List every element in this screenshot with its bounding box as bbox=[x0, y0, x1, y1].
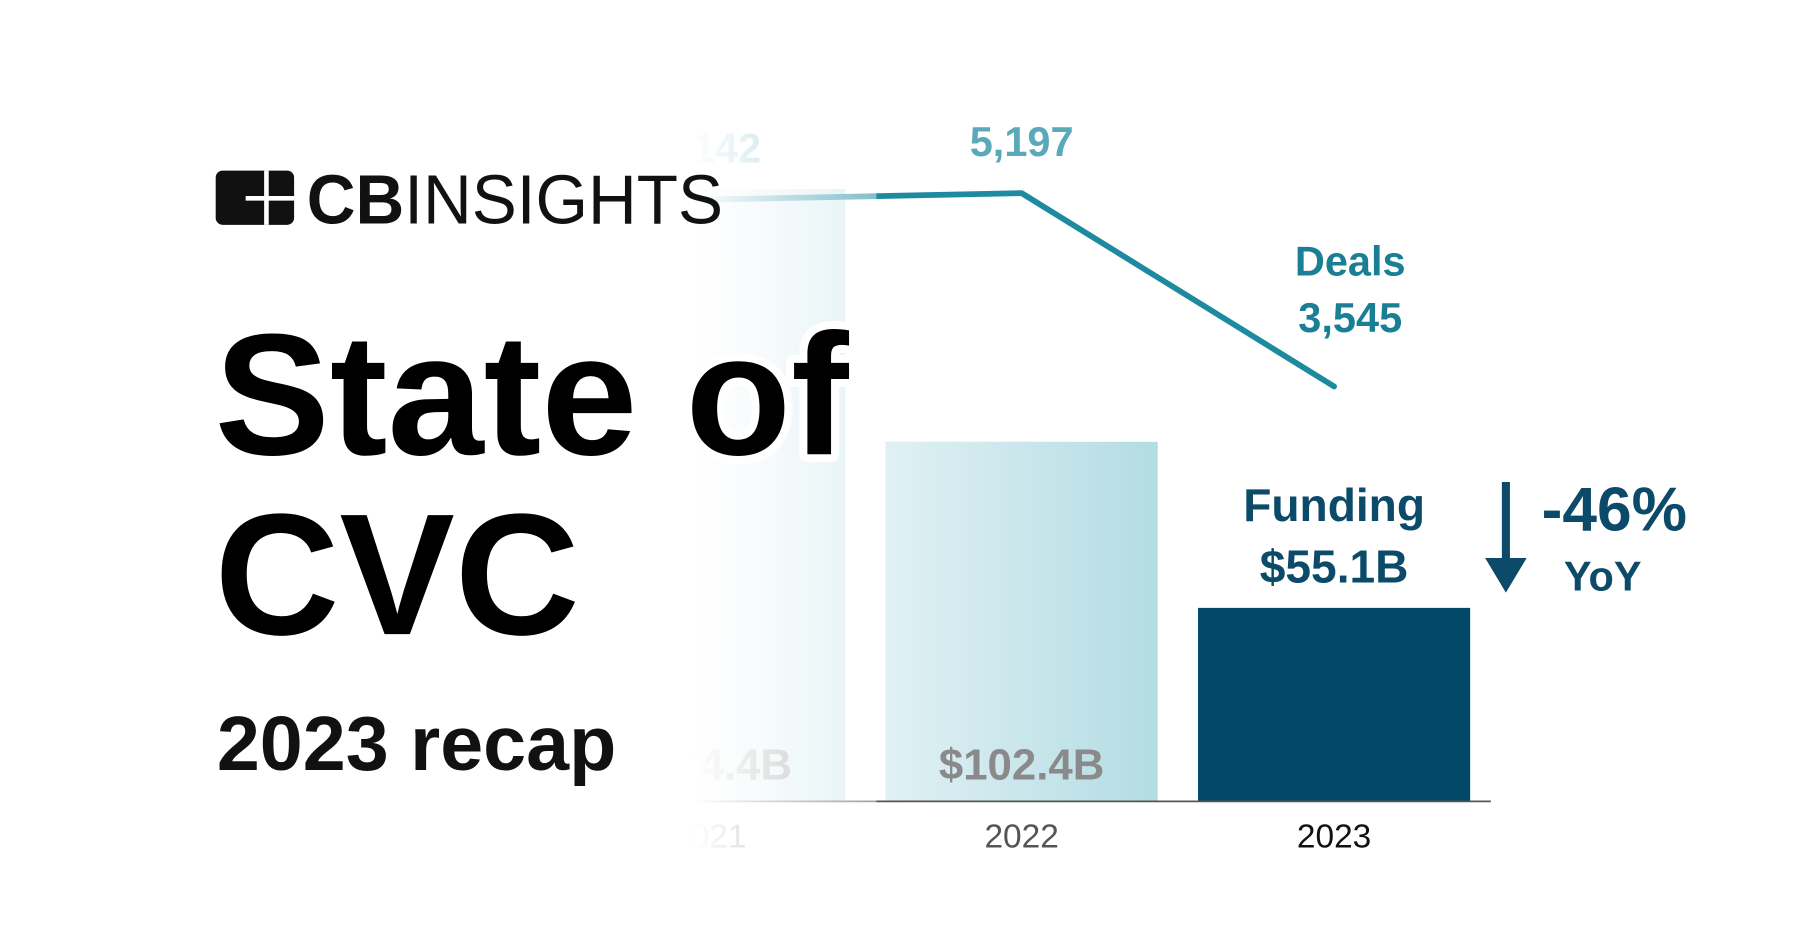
fade-overlay bbox=[0, 0, 877, 942]
title: State of CVC bbox=[206, 289, 857, 679]
logo-light: INSIGHTS bbox=[404, 161, 723, 239]
change-value: -46% bbox=[1542, 475, 1687, 544]
logo-bold: CB bbox=[307, 161, 404, 239]
x-tick-label: 2022 bbox=[984, 818, 1058, 855]
change-period: YoY bbox=[1564, 552, 1642, 599]
bar-value-label: $55.1B bbox=[1260, 540, 1409, 592]
series-name-label: Funding bbox=[1243, 479, 1425, 531]
series-name-label: Deals bbox=[1295, 238, 1406, 285]
point-value-label: 3,545 bbox=[1298, 294, 1402, 341]
point-value-label: 5,197 bbox=[970, 118, 1074, 165]
x-tick-label: 2023 bbox=[1297, 818, 1371, 855]
subtitle: 2023 recap bbox=[217, 701, 616, 787]
logo-text: CBINSIGHTS bbox=[307, 161, 723, 239]
title-line: CVC bbox=[215, 477, 580, 671]
bar-value-label: $102.4B bbox=[939, 740, 1105, 789]
title-line: State of bbox=[215, 297, 850, 491]
logo: CBINSIGHTS bbox=[215, 161, 723, 239]
bar-sheen bbox=[885, 441, 1158, 802]
bar bbox=[1198, 607, 1471, 802]
change-arrow-head bbox=[1485, 558, 1527, 593]
